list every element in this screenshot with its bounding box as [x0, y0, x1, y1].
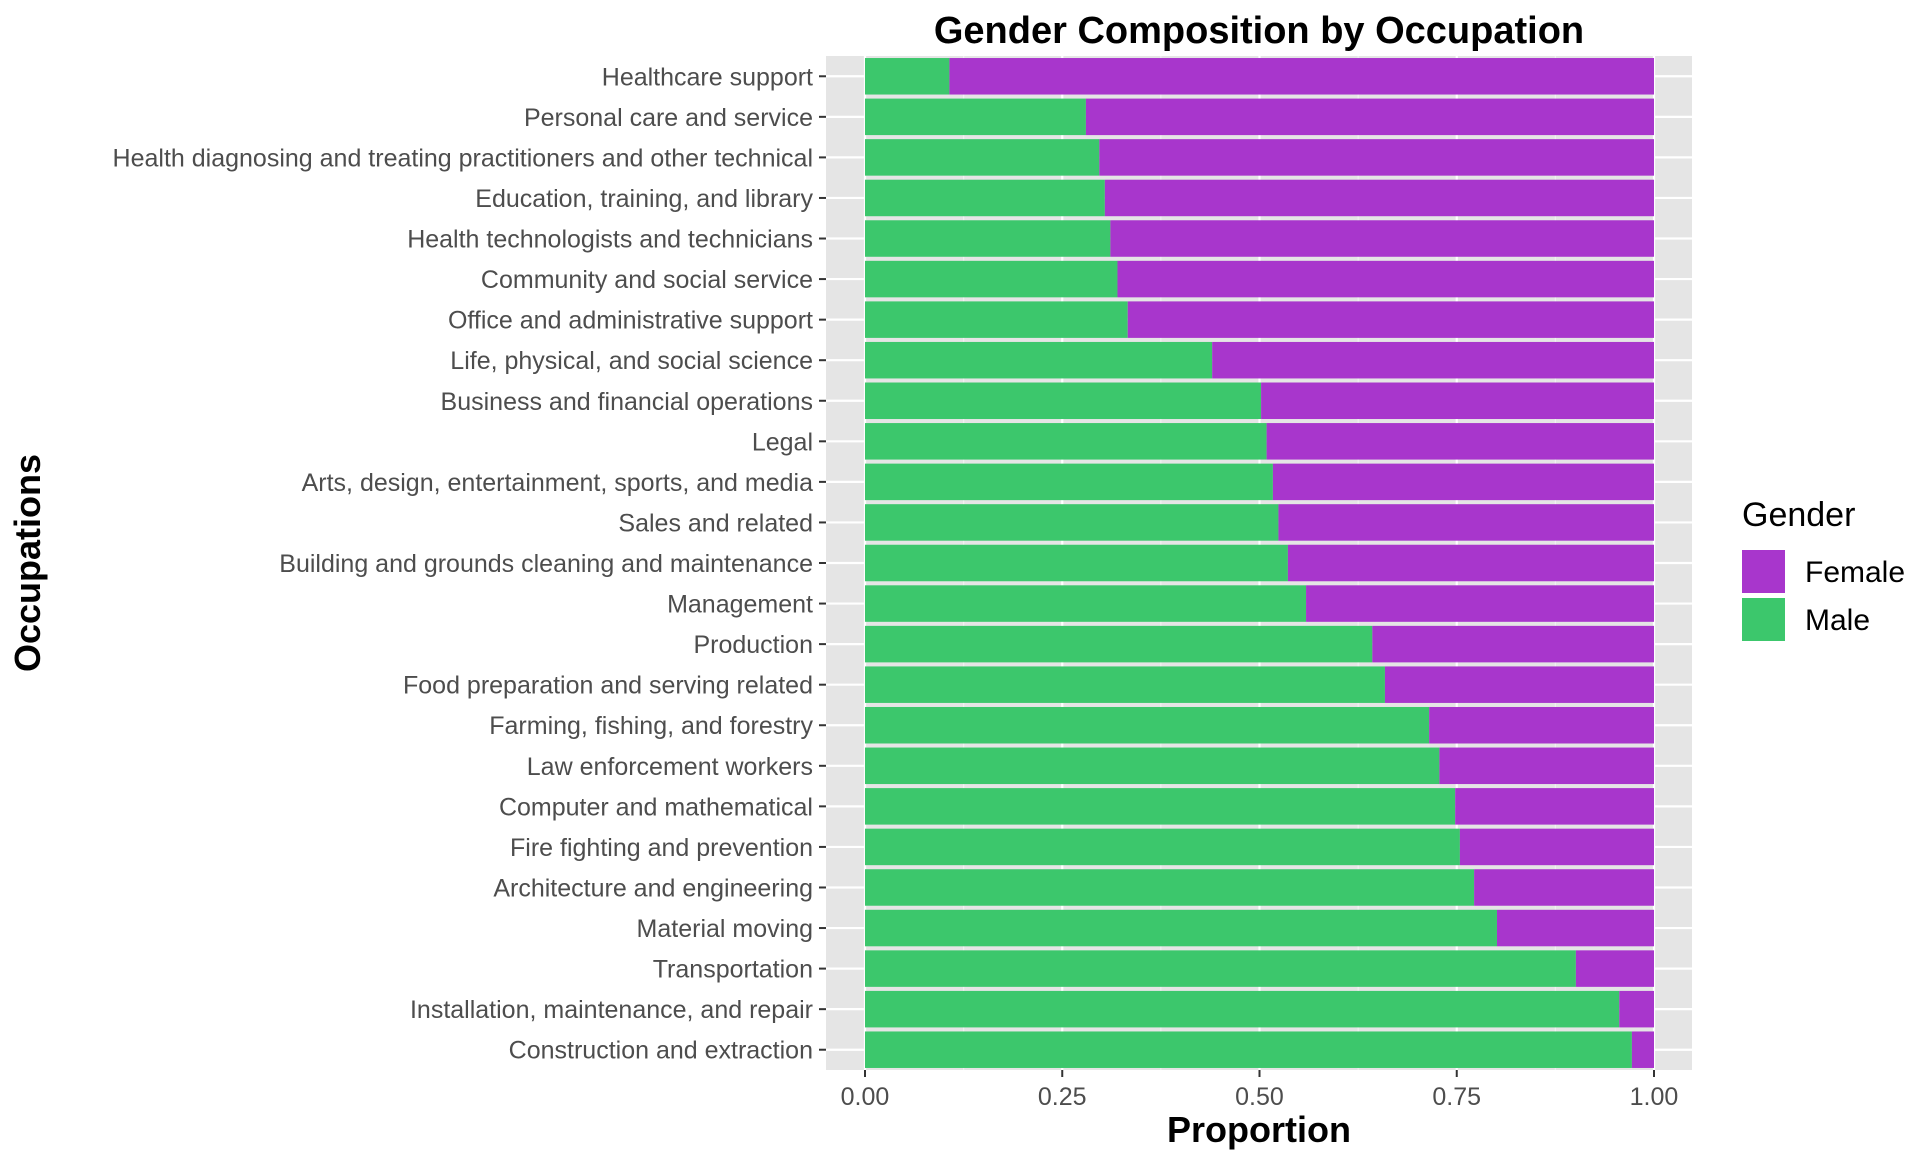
category-label: Community and social service [481, 266, 813, 294]
bar-male [865, 666, 1385, 703]
bar-female [1127, 301, 1654, 338]
category-label: Building and grounds cleaning and mainte… [279, 550, 813, 578]
bar-female [1117, 260, 1654, 298]
bar-male [865, 220, 1111, 257]
category-label: Education, training, and library [475, 185, 813, 213]
category-label: Fire fighting and prevention [510, 834, 813, 862]
category-label: Sales and related [618, 509, 813, 537]
bar-male [865, 706, 1430, 744]
bar-female [1104, 179, 1654, 217]
bar-male [865, 301, 1128, 338]
bar-male [865, 1031, 1632, 1068]
bar-male [865, 504, 1279, 541]
bar-female [1459, 828, 1654, 866]
category-label: Legal [752, 428, 813, 456]
bar-male [865, 544, 1288, 582]
bar-female [1110, 220, 1654, 257]
bar-male [865, 260, 1118, 298]
x-axis-title: Proportion [1167, 1109, 1351, 1150]
category-label: Law enforcement workers [527, 753, 813, 781]
bar-female [1429, 706, 1654, 744]
category-label: Installation, maintenance, and repair [410, 996, 813, 1024]
category-label: Life, physical, and social science [450, 347, 813, 375]
bar-male [865, 58, 950, 95]
bar-female [1496, 909, 1654, 947]
bar-female [1474, 869, 1654, 906]
bar-female [1099, 139, 1654, 176]
category-label: Health technologists and technicians [407, 226, 813, 254]
category-label: Architecture and engineering [493, 874, 813, 902]
bar-male [865, 869, 1475, 906]
category-label: Personal care and service [524, 104, 813, 132]
bar-male [865, 341, 1213, 379]
bar-female [1085, 98, 1654, 136]
bar-male [865, 585, 1307, 622]
category-label: Production [693, 631, 813, 659]
x-tick-label: 0.00 [841, 1083, 890, 1111]
category-label: Healthcare support [602, 63, 813, 91]
legend-title: Gender [1742, 496, 1855, 534]
chart-title: Gender Composition by Occupation [934, 10, 1584, 52]
legend-label-male: Male [1805, 604, 1870, 637]
bars [865, 58, 1654, 1068]
bar-female [1306, 585, 1654, 622]
legend-items: Female Male [1742, 550, 1905, 641]
category-label: Arts, design, entertainment, sports, and… [302, 469, 813, 497]
bar-male [865, 747, 1440, 785]
category-label: Food preparation and serving related [403, 672, 813, 700]
legend-swatch-male [1742, 598, 1785, 641]
bar-female [1575, 950, 1654, 987]
bar-female [1272, 463, 1654, 501]
category-label: Health diagnosing and treating practitio… [113, 144, 813, 172]
bar-male [865, 179, 1105, 217]
bar-female [1287, 544, 1654, 582]
bar-female [1619, 990, 1654, 1028]
category-label: Business and financial operations [441, 388, 813, 416]
bar-male [865, 98, 1086, 136]
legend-label-female: Female [1805, 556, 1905, 589]
bar-female [1261, 382, 1654, 420]
bar-female [1278, 504, 1654, 541]
x-tick-label: 1.00 [1630, 1083, 1679, 1111]
bar-female [1455, 788, 1654, 825]
category-label: Office and administrative support [448, 307, 813, 335]
x-tick-label: 0.75 [1432, 1083, 1481, 1111]
bar-male [865, 423, 1267, 460]
bar-female [949, 58, 1654, 95]
category-label: Material moving [637, 915, 813, 943]
x-tick-label: 0.25 [1038, 1083, 1087, 1111]
y-axis-title: Occupations [7, 454, 48, 672]
category-label: Transportation [653, 956, 813, 984]
legend: Gender Female Male [1742, 496, 1905, 641]
x-tick-label: 0.50 [1235, 1083, 1284, 1111]
bar-female [1266, 423, 1654, 460]
bar-female [1631, 1031, 1654, 1068]
bar-male [865, 788, 1456, 825]
bar-female [1212, 341, 1654, 379]
category-label: Construction and extraction [509, 1037, 813, 1065]
bar-female [1372, 625, 1654, 663]
bar-male [865, 382, 1262, 420]
bar-male [865, 909, 1497, 947]
bar-male [865, 625, 1373, 663]
legend-swatch-female [1742, 550, 1785, 593]
bar-male [865, 828, 1460, 866]
bar-male [865, 990, 1620, 1028]
bar-male [865, 139, 1100, 176]
bar-male [865, 950, 1576, 987]
x-axis-ticks: 0.00 0.25 0.50 0.75 1.00 [841, 1070, 1679, 1111]
bar-female [1384, 666, 1654, 703]
bar-male [865, 463, 1273, 501]
category-label: Computer and mathematical [499, 793, 813, 821]
category-label: Management [667, 591, 813, 619]
bar-female [1439, 747, 1654, 785]
category-label: Farming, fishing, and forestry [489, 712, 813, 740]
category-labels: Healthcare support Personal care and serv… [113, 63, 826, 1065]
